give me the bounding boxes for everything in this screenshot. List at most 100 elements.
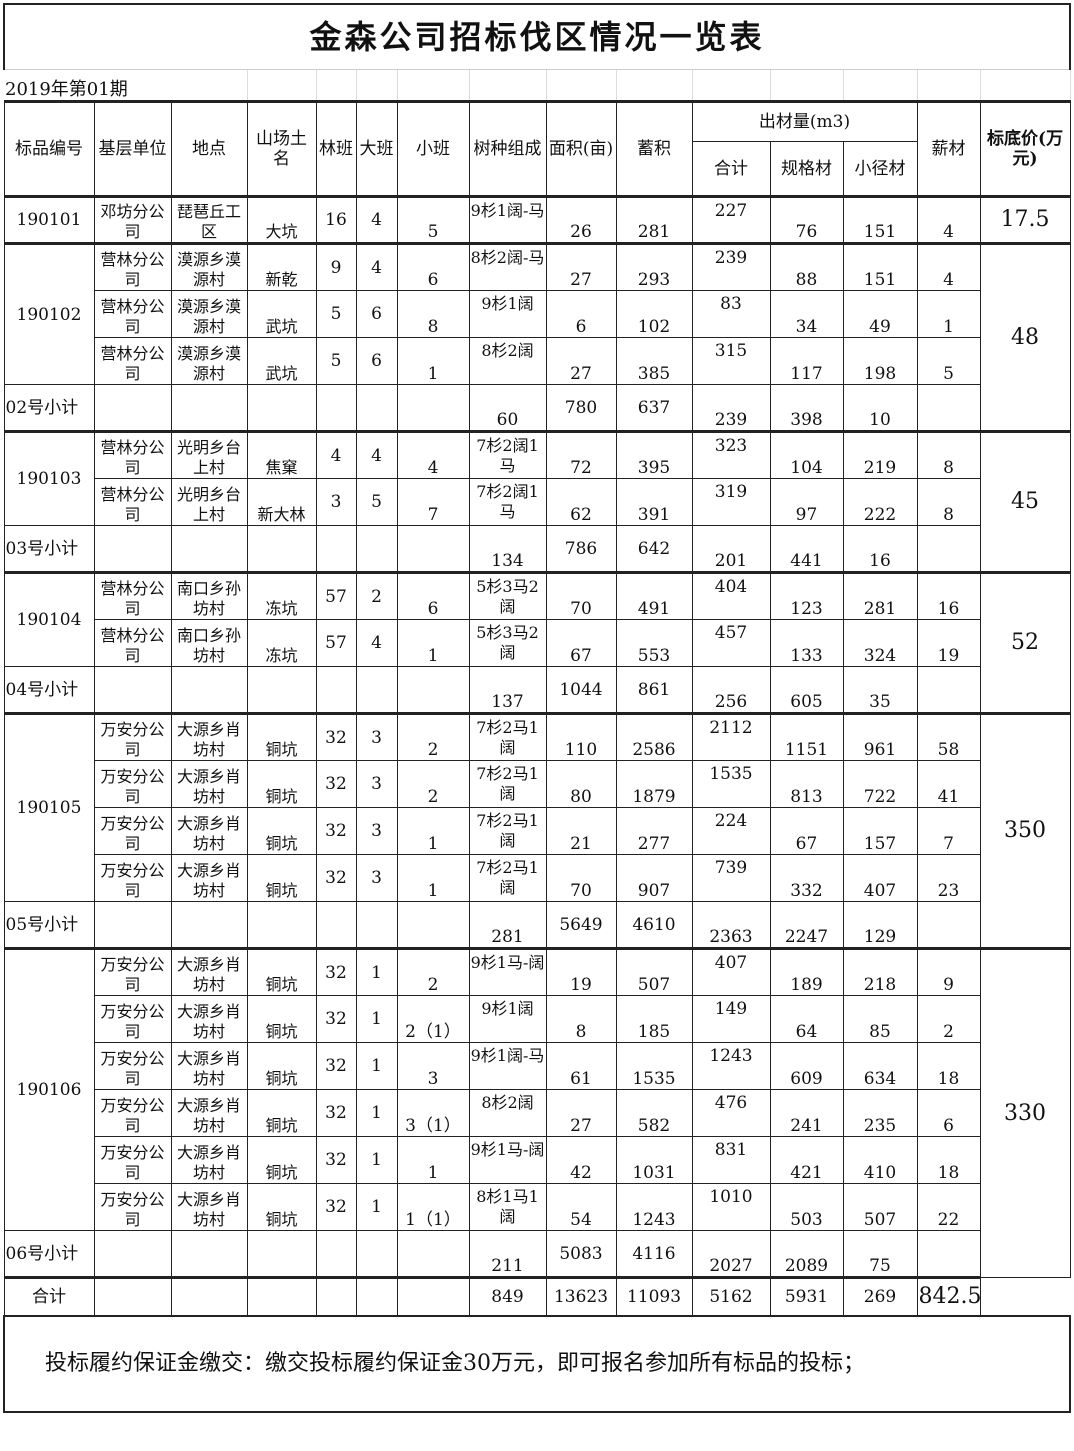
subtotal-value: 1044 [545,666,617,714]
cell: 3 [355,807,398,855]
cell: 1 [355,1042,398,1090]
cell: 277 [615,807,693,855]
cell: 22 [916,1183,981,1231]
cell: 营林分公司 [93,242,172,291]
cell: 7杉2马1阔 [468,854,547,902]
header-small: 小径材 [842,141,918,197]
subtotal-value: 16 [842,525,918,573]
cell: 万安分公司 [93,947,172,996]
cell: 227 [691,195,771,244]
grand-total-price: 842.5 [916,1276,981,1316]
period-label: 2019年第01期 [4,69,248,102]
cell: 1 [396,619,470,667]
header-code: 标品编号 [3,100,95,197]
cell: 2 [396,712,470,761]
cell: 1 [355,1183,398,1231]
cell: 7杉2阔1马 [468,478,547,526]
header-unit: 基层单位 [93,100,172,197]
empty-cell [396,1276,470,1316]
cell: 营林分公司 [93,430,172,479]
cell: 6 [396,571,470,620]
cell: 391 [615,478,693,526]
cell: 241 [769,1089,844,1137]
cell: 32 [315,1183,357,1231]
empty-cell [355,1276,398,1316]
reserve-price: 17.5 [979,195,1071,244]
cell: 133 [769,619,844,667]
empty-cell [93,1230,172,1278]
cell: 32 [315,760,357,808]
empty-cell [396,1230,470,1278]
cell: 南口乡孙坊村 [170,619,248,667]
cell: 营林分公司 [93,337,172,385]
subtotal-value: 398 [769,384,844,432]
cell: 万安分公司 [93,1042,172,1090]
cell: 404 [691,571,771,620]
cell: 2 [916,995,981,1043]
cell: 151 [842,195,918,244]
cell: 铜坑 [246,807,317,855]
subtotal-label: 06号小计 [3,1230,95,1278]
cell: 5 [355,478,398,526]
cell: 149 [691,995,771,1043]
subtotal-label: 02号小计 [3,384,95,432]
cell: 49 [842,290,918,338]
grand-total-label: 合计 [3,1276,95,1316]
cell: 21 [545,807,617,855]
empty-cell [93,525,172,573]
cell: 80 [545,760,617,808]
cell: 1 [396,807,470,855]
cell: 218 [842,947,918,996]
cell: 224 [691,807,771,855]
cell: 4 [396,430,470,479]
table-row: 万安分公司 大源乡肖坊村 铜坑 32 1 1 9杉1马-阔 42 1031 831 421 410 18 [4,1136,1070,1184]
cell: 110 [545,712,617,761]
cell: 813 [769,760,844,808]
cell: 198 [842,337,918,385]
cell: 62 [545,478,617,526]
cell: 54 [545,1183,617,1231]
cell: 1 [355,1089,398,1137]
header-output: 出材量(m3) [691,100,918,142]
cell: 1535 [615,1042,693,1090]
cell: 2112 [691,712,771,761]
cell: 1 [355,947,398,996]
cell: 18 [916,1136,981,1184]
cell: 大源乡肖坊村 [170,1042,248,1090]
cell: 万安分公司 [93,1089,172,1137]
table-row: 营林分公司 光明乡台上村 新大林 3 5 7 7杉2阔1马 62 391 319 97 222 8 [4,478,1070,526]
cell: 7杉2马1阔 [468,760,547,808]
cell: 1243 [615,1183,693,1231]
subtotal-row: 02号小计 60 780 637 239 398 10 [3,384,1070,432]
empty-cell [246,1230,317,1278]
subtotal-value: 134 [468,525,547,573]
cell: 大源乡肖坊村 [170,1089,248,1137]
subtotal-row: 03号小计 134 786 642 201 441 16 [3,525,1070,573]
empty-cell [170,666,248,714]
cell: 739 [691,854,771,902]
cell: 88 [769,242,844,291]
cell: 67 [545,619,617,667]
cell: 焦窠 [246,430,317,479]
table-row: 190105 万安分公司 大源乡肖坊村 铜坑 32 3 2 7杉2马1阔 110 2586 2112… [3,712,1071,949]
cell: 34 [769,290,844,338]
cell: 70 [545,571,617,620]
cell: 7杉2马1阔 [468,807,547,855]
cell: 万安分公司 [93,712,172,761]
header-spec: 规格材 [769,141,844,197]
cell: 1243 [691,1042,771,1090]
cell: 19 [916,619,981,667]
subtotal-value: 201 [691,525,771,573]
cell: 32 [315,1042,357,1090]
cell: 漠源乡漠源村 [170,290,248,338]
cell: 19 [545,947,617,996]
cell: 26 [545,195,617,244]
cell: 157 [842,807,918,855]
cell: 万安分公司 [93,1183,172,1231]
cell: 1879 [615,760,693,808]
cell: 1 [355,1136,398,1184]
cell: 27 [545,337,617,385]
cell: 3（1） [396,1089,470,1137]
empty-cell [315,666,357,714]
cell: 7 [916,807,981,855]
